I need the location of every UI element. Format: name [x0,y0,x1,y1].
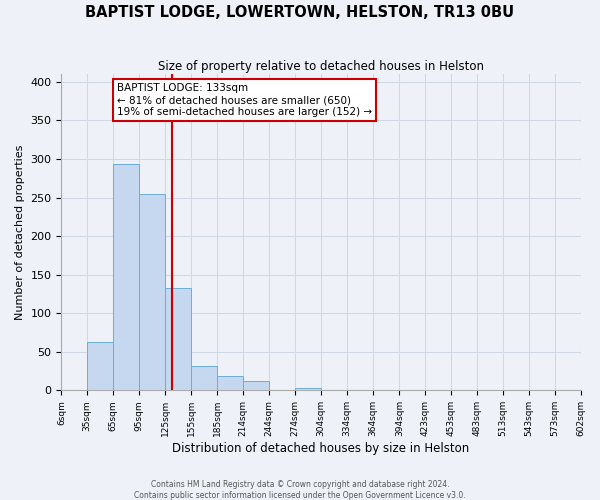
Bar [191,366,217,390]
Bar [295,388,321,390]
Title: Size of property relative to detached houses in Helston: Size of property relative to detached ho… [158,60,484,73]
Y-axis label: Number of detached properties: Number of detached properties [15,144,25,320]
Bar [217,376,242,390]
X-axis label: Distribution of detached houses by size in Helston: Distribution of detached houses by size … [172,442,470,455]
Text: BAPTIST LODGE: 133sqm
← 81% of detached houses are smaller (650)
19% of semi-det: BAPTIST LODGE: 133sqm ← 81% of detached … [117,84,372,116]
Bar [86,342,113,390]
Bar [242,381,269,390]
Bar [113,164,139,390]
Bar [139,194,165,390]
Text: BAPTIST LODGE, LOWERTOWN, HELSTON, TR13 0BU: BAPTIST LODGE, LOWERTOWN, HELSTON, TR13 … [85,5,515,20]
Bar [165,288,191,390]
Text: Contains HM Land Registry data © Crown copyright and database right 2024.
Contai: Contains HM Land Registry data © Crown c… [134,480,466,500]
